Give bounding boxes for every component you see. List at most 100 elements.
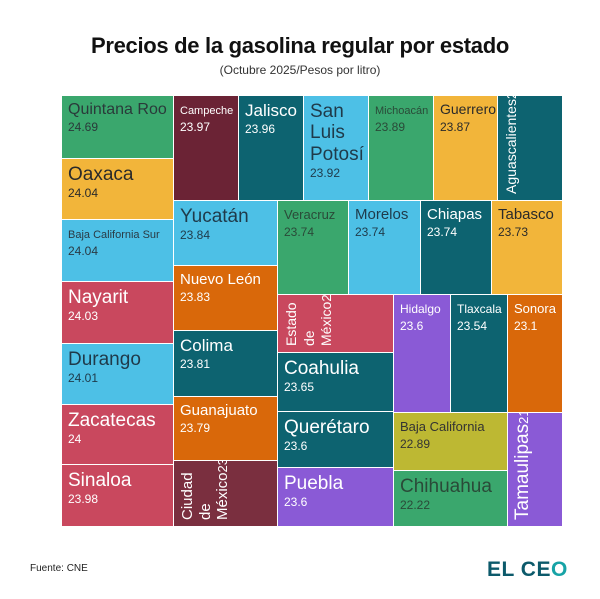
cell-value: 23.84: [180, 228, 211, 243]
cell-name: Aguascalientes: [503, 99, 519, 194]
cell-value: 24.01: [68, 371, 99, 386]
cell-name: Ciudad de México: [179, 472, 232, 520]
cell-value: 23.54: [457, 318, 488, 333]
cell-name: Guerrero: [440, 101, 497, 117]
cell-value: 24.04: [68, 243, 99, 258]
cell-value: 23.65: [284, 380, 315, 395]
treemap-cell: Baja California 22.89: [394, 413, 507, 470]
treemap-cell: Morelos 23.74: [349, 201, 420, 294]
cell-name: Chihuahua: [400, 476, 492, 497]
cell-value: 23.1: [514, 318, 538, 333]
cell-name: Hidalgo: [400, 302, 441, 316]
cell-name: Baja California Sur: [68, 229, 160, 241]
cell-value: 23.6: [284, 439, 308, 454]
treemap-cell: Tlaxcala 23.54: [451, 295, 507, 412]
treemap-cell: Zacatecas 24: [62, 405, 173, 464]
cell-name: Yucatán: [180, 206, 249, 227]
cell-name: Campeche: [180, 105, 234, 117]
treemap-cell: Hidalgo 23.6: [394, 295, 450, 412]
treemap-cell: Campeche 23.97: [174, 96, 238, 200]
treemap-cell: Oaxaca 24.04: [62, 159, 173, 219]
treemap-cell: Guanajuato 23.79: [174, 397, 277, 460]
treemap-cell: Nuevo León 23.83: [174, 266, 277, 330]
cell-name: Tamaulipas: [512, 423, 533, 520]
brand-logo: EL CEO: [487, 558, 568, 581]
cell-value: 23.73: [498, 224, 529, 239]
cell-value: 23.92: [310, 165, 341, 180]
treemap-cell: Puebla 23.6: [278, 468, 393, 526]
cell-value: 23.65: [319, 295, 334, 302]
chart-subtitle: (Octubre 2025/Pesos por litro): [219, 63, 381, 77]
cell-value: 24.69: [68, 119, 99, 134]
treemap-cell: Baja California Sur 24.04: [62, 220, 173, 281]
cell-value: 23.83: [180, 289, 211, 304]
cell-name: Coahulia: [284, 358, 359, 379]
cell-value: 23.87: [504, 96, 519, 99]
cell-value: 23.98: [68, 492, 99, 507]
cell-name: Durango: [68, 349, 141, 370]
cell-name: Morelos: [355, 206, 409, 223]
treemap-cell: San Luis Potosí 23.92: [304, 96, 368, 200]
cell-name: Michoacán: [375, 105, 429, 117]
cell-name: Chiapas: [427, 206, 483, 223]
cell-value: 23.89: [375, 119, 406, 134]
cell-name: Tlaxcala: [457, 302, 502, 316]
cell-name: Guanajuato: [180, 402, 258, 419]
treemap-cell: Coahulia 23.65: [278, 353, 393, 411]
cell-name: Sinaloa: [68, 470, 132, 491]
cell-value: 24.03: [68, 309, 99, 324]
cell-name: Estado de México: [283, 301, 335, 346]
cell-name: Oaxaca: [68, 164, 134, 185]
cell-name: Colima: [180, 336, 233, 355]
treemap-cell: Yucatán 23.84: [174, 201, 277, 265]
cell-name: Puebla: [284, 473, 344, 494]
treemap-cell: Ciudad de México23.78: [174, 461, 277, 526]
cell-value: 23.79: [180, 420, 211, 435]
treemap-cell: Veracruz 23.74: [278, 201, 348, 294]
cell-value: 23.74: [355, 224, 386, 239]
cell-name: Veracruz: [284, 207, 336, 222]
cell-name: Baja California: [400, 419, 485, 434]
treemap-cell: Querétaro 23.6: [278, 412, 393, 467]
treemap-cell: Tabasco 23.73: [492, 201, 562, 294]
cell-name: Quintana Roo: [68, 101, 167, 118]
cell-name: Sonora: [514, 301, 556, 316]
cell-name: Querétaro: [284, 417, 370, 438]
cell-name: Nuevo León: [180, 271, 261, 288]
cell-value: 23.78: [215, 461, 230, 472]
cell-value: 23.74: [427, 224, 458, 239]
treemap-cell: Nayarit 24.03: [62, 282, 173, 343]
treemap-cell: Sonora 23.1: [508, 295, 562, 412]
treemap-cell: Colima 23.81: [174, 331, 277, 396]
treemap-cell: Estado de México23.65: [278, 295, 393, 352]
treemap-cell: Chiapas 23.74: [421, 201, 491, 294]
cell-value: 24.04: [68, 186, 99, 201]
treemap-cell: Jalisco 23.96: [239, 96, 303, 200]
cell-value: 23.87: [440, 119, 471, 134]
cell-value: 23.74: [284, 224, 315, 239]
cell-value: 22.22: [400, 498, 431, 513]
cell-value: 23.81: [180, 356, 211, 371]
cell-value: 23.97: [180, 119, 211, 134]
cell-value: 22.89: [400, 436, 431, 451]
treemap-cell: Durango 24.01: [62, 344, 173, 404]
cell-value: 23.96: [245, 121, 276, 136]
treemap-cell: Quintana Roo 24.69: [62, 96, 173, 158]
cell-name: Jalisco: [245, 101, 297, 120]
source-note: Fuente: CNE: [30, 563, 88, 574]
chart-title: Precios de la gasolina regular por estad…: [90, 33, 510, 58]
treemap-cell: Sinaloa 23.98: [62, 465, 173, 526]
treemap-cell: Tamaulipas21.79: [508, 413, 562, 526]
cell-name: Tabasco: [498, 206, 554, 223]
cell-value: 23.6: [400, 318, 424, 333]
treemap-cell: Chihuahua 22.22: [394, 471, 507, 526]
cell-value: 23.6: [284, 495, 308, 510]
treemap-cell: Guerrero 23.87: [434, 96, 497, 200]
cell-value: 21.79: [516, 413, 531, 424]
cell-name: Nayarit: [68, 287, 129, 308]
treemap-cell: Michoacán 23.89: [369, 96, 433, 200]
cell-name: Zacatecas: [68, 410, 156, 431]
cell-name: San Luis Potosí: [310, 101, 364, 165]
